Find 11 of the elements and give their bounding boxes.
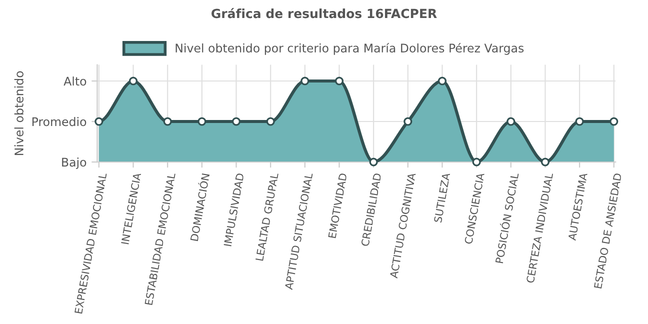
category-label: Bajo <box>62 158 86 169</box>
x-tick-label: LEALTAD GRUPAL <box>255 172 279 261</box>
category-label: Promedio <box>32 117 86 126</box>
x-tick-label: SUTILEZA <box>434 172 450 223</box>
chart-title: Gráfica de resultados 16FACPER <box>212 8 437 18</box>
x-tick-label: ESTADO DE ANSIEDAD <box>594 173 622 289</box>
y-axis-title: Nivel obtenido <box>14 71 24 155</box>
x-tick-label: ACTITUD COGNITIVA <box>390 172 416 279</box>
x-tick-label: POSICIÓN SOCIAL <box>493 172 519 264</box>
legend-label: Nivel obtenido por criterio para María Dolores Pérez Vargas <box>176 42 524 55</box>
category-label: Alto <box>64 76 86 86</box>
